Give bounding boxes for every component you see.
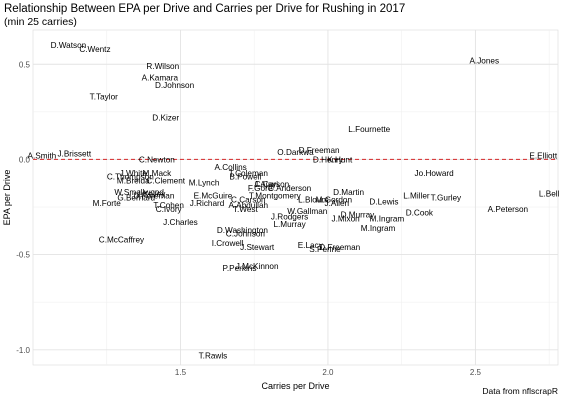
point-label: M.Lynch bbox=[189, 178, 220, 187]
point-label: D.Henry bbox=[313, 155, 344, 164]
point-label: S.Perine bbox=[309, 245, 341, 254]
point-label: I.Crowell bbox=[212, 239, 244, 248]
point-label: T.Rawls bbox=[199, 351, 228, 360]
chart-title: Relationship Between EPA per Drive and C… bbox=[4, 3, 406, 15]
point-label: A.Peterson bbox=[488, 205, 529, 214]
point-label: L.Bell bbox=[539, 190, 560, 199]
point-label: C.Ivory bbox=[156, 205, 183, 214]
point-label: T.Cohen bbox=[153, 201, 184, 210]
point-label: B.Powell bbox=[229, 173, 261, 182]
point-label: C.Clement bbox=[146, 176, 185, 185]
point-label: T.Montgomery bbox=[249, 192, 302, 201]
point-label: D.Washington bbox=[217, 226, 269, 235]
point-label: E.Lacy bbox=[298, 241, 324, 250]
point-label: C.Carson bbox=[255, 180, 290, 189]
point-label: C.McCaffrey bbox=[99, 235, 145, 244]
grid-major bbox=[33, 30, 558, 365]
point-label: G.Bernard bbox=[117, 194, 155, 203]
point-label: A.Abdullah bbox=[229, 201, 269, 210]
point-label: J.McKinnon bbox=[236, 262, 279, 271]
point-label: C.Thompson bbox=[107, 173, 154, 182]
point-label: M.Mack bbox=[143, 169, 173, 178]
point-label: D.Kizer bbox=[152, 114, 179, 123]
chart-caption: Data from nflscrapR bbox=[482, 386, 558, 396]
x-axis-title: Carries per Drive bbox=[261, 381, 329, 391]
point-label: D.Foreman bbox=[133, 192, 174, 201]
point-label: C.Carson bbox=[231, 195, 266, 204]
point-label: L.Blount bbox=[298, 195, 329, 204]
point-label: A.Collins bbox=[214, 163, 246, 172]
x-tick-label: 2.5 bbox=[470, 368, 482, 377]
point-label: M.Breida bbox=[117, 176, 150, 185]
point-label: M.Gordon bbox=[316, 195, 353, 204]
y-tick-label: -0.5 bbox=[16, 251, 30, 260]
grid-minor bbox=[33, 30, 558, 365]
point-label: K.Hunt bbox=[327, 155, 353, 164]
point-label: J.Richard bbox=[190, 199, 225, 208]
point-label: D.Martin bbox=[333, 188, 364, 197]
chart-subtitle: (min 25 carries) bbox=[4, 16, 77, 28]
point-label: E.Elliott bbox=[529, 152, 557, 161]
point-label: T.Gurley bbox=[431, 194, 462, 203]
y-tick-label: -1.0 bbox=[16, 346, 30, 355]
point-label: R.Wilson bbox=[146, 62, 179, 71]
point-label: D.Watson bbox=[51, 41, 87, 50]
y-tick-label: 0.0 bbox=[19, 155, 31, 164]
y-tick-label: 0.5 bbox=[19, 60, 31, 69]
point-label: J.Kelley bbox=[137, 190, 167, 199]
point-label: J.Brissett bbox=[57, 150, 91, 159]
point-label: D.Johnson bbox=[155, 81, 195, 90]
point-label: M.Ingram bbox=[370, 214, 405, 223]
point-label: C.Wentz bbox=[79, 45, 110, 54]
point-label: D.Lewis bbox=[369, 197, 398, 206]
plot-panel bbox=[32, 29, 559, 366]
point-label: A.Kamara bbox=[142, 74, 179, 83]
point-label: J.White bbox=[120, 169, 148, 178]
point-label: D.Freeman bbox=[319, 243, 360, 252]
x-axis-ticks: 1.5 2.0 2.5 bbox=[175, 368, 482, 377]
y-axis-ticks: 0.5 0.0 -0.5 -1.0 bbox=[16, 60, 30, 355]
point-label: T.Coleman bbox=[229, 169, 269, 178]
point-label: P.Perkins bbox=[222, 264, 256, 273]
point-label: J.Mixon bbox=[332, 214, 361, 223]
point-label: C.Newton bbox=[139, 155, 175, 164]
point-label: E.McGuire bbox=[194, 192, 233, 201]
point-label: T.West bbox=[233, 205, 259, 214]
point-label: A.Jones bbox=[469, 56, 499, 65]
point-label: L.Murray bbox=[273, 220, 306, 229]
point-label: C.Anderson bbox=[268, 184, 312, 193]
x-tick-label: 2.0 bbox=[322, 368, 334, 377]
point-labels: D.WatsonC.WentzR.WilsonA.JonesA.KamaraD.… bbox=[28, 41, 560, 360]
point-label: M.Forte bbox=[93, 199, 122, 208]
y-axis-title: EPA per Drive bbox=[2, 170, 12, 226]
point-label: J.Ajayi bbox=[254, 180, 278, 189]
point-label: D.Cook bbox=[406, 209, 434, 218]
point-label: A.Smith bbox=[28, 152, 57, 161]
point-label: L.Miller bbox=[403, 192, 430, 201]
point-label: C.Johnson bbox=[226, 230, 266, 239]
point-label: D.Freeman bbox=[299, 146, 340, 155]
point-label: L.Fournette bbox=[348, 125, 390, 134]
point-label: J.Charles bbox=[163, 218, 198, 227]
point-label: J.Rodgers bbox=[271, 213, 308, 222]
point-label: F.Gore bbox=[248, 184, 273, 193]
point-label: J.Stewart bbox=[240, 243, 275, 252]
point-label: J.Allen bbox=[325, 199, 350, 208]
point-label: W.Smallwood bbox=[114, 188, 164, 197]
point-label: W.Gallman bbox=[287, 207, 327, 216]
point-label: M.Ingram bbox=[361, 224, 396, 233]
point-label: Jo.Howard bbox=[415, 169, 455, 178]
x-tick-label: 1.5 bbox=[175, 368, 187, 377]
point-label: D.Murray bbox=[341, 211, 376, 220]
point-label: T.Taylor bbox=[90, 93, 118, 102]
point-label: O.Darkwa bbox=[277, 148, 314, 157]
